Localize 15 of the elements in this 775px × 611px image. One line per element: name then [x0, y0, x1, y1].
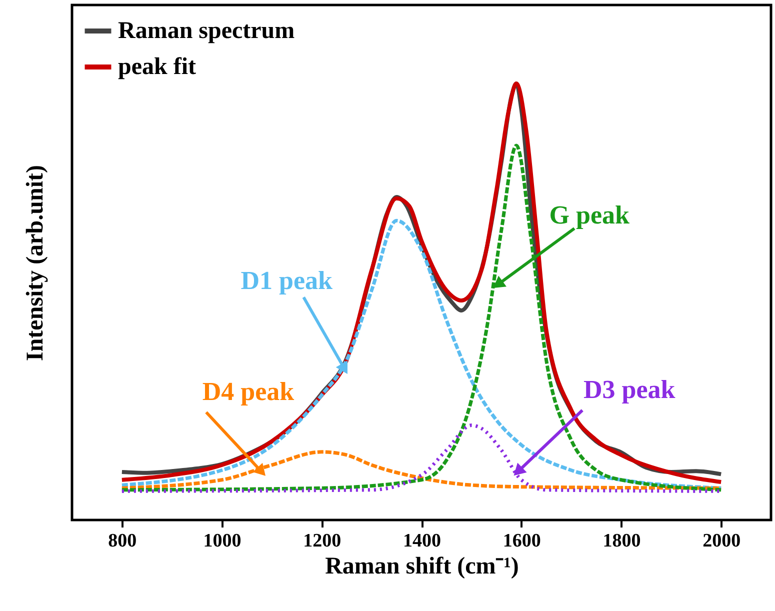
annotation: D3 peak [583, 375, 676, 404]
legend-label: Raman spectrum [118, 18, 295, 44]
x-tick-label: 1800 [602, 530, 641, 552]
x-tick-label: 1400 [403, 530, 441, 552]
x-tick-label: 1600 [502, 530, 541, 552]
legend-label: peak fit [118, 54, 196, 80]
x-axis-title: Raman shift (cm⁻¹) [325, 554, 519, 580]
annotation: D1 peak [240, 266, 334, 296]
annotation: G peak [549, 200, 630, 230]
x-tick-label: 1000 [203, 530, 242, 552]
annotation: D4 peak [202, 377, 295, 406]
x-tick-label: 800 [108, 530, 137, 552]
x-tick-label: 1200 [303, 530, 342, 552]
x-tick-label: 2000 [702, 530, 741, 552]
y-axis-title: Intensity (arb.unit) [22, 164, 48, 362]
